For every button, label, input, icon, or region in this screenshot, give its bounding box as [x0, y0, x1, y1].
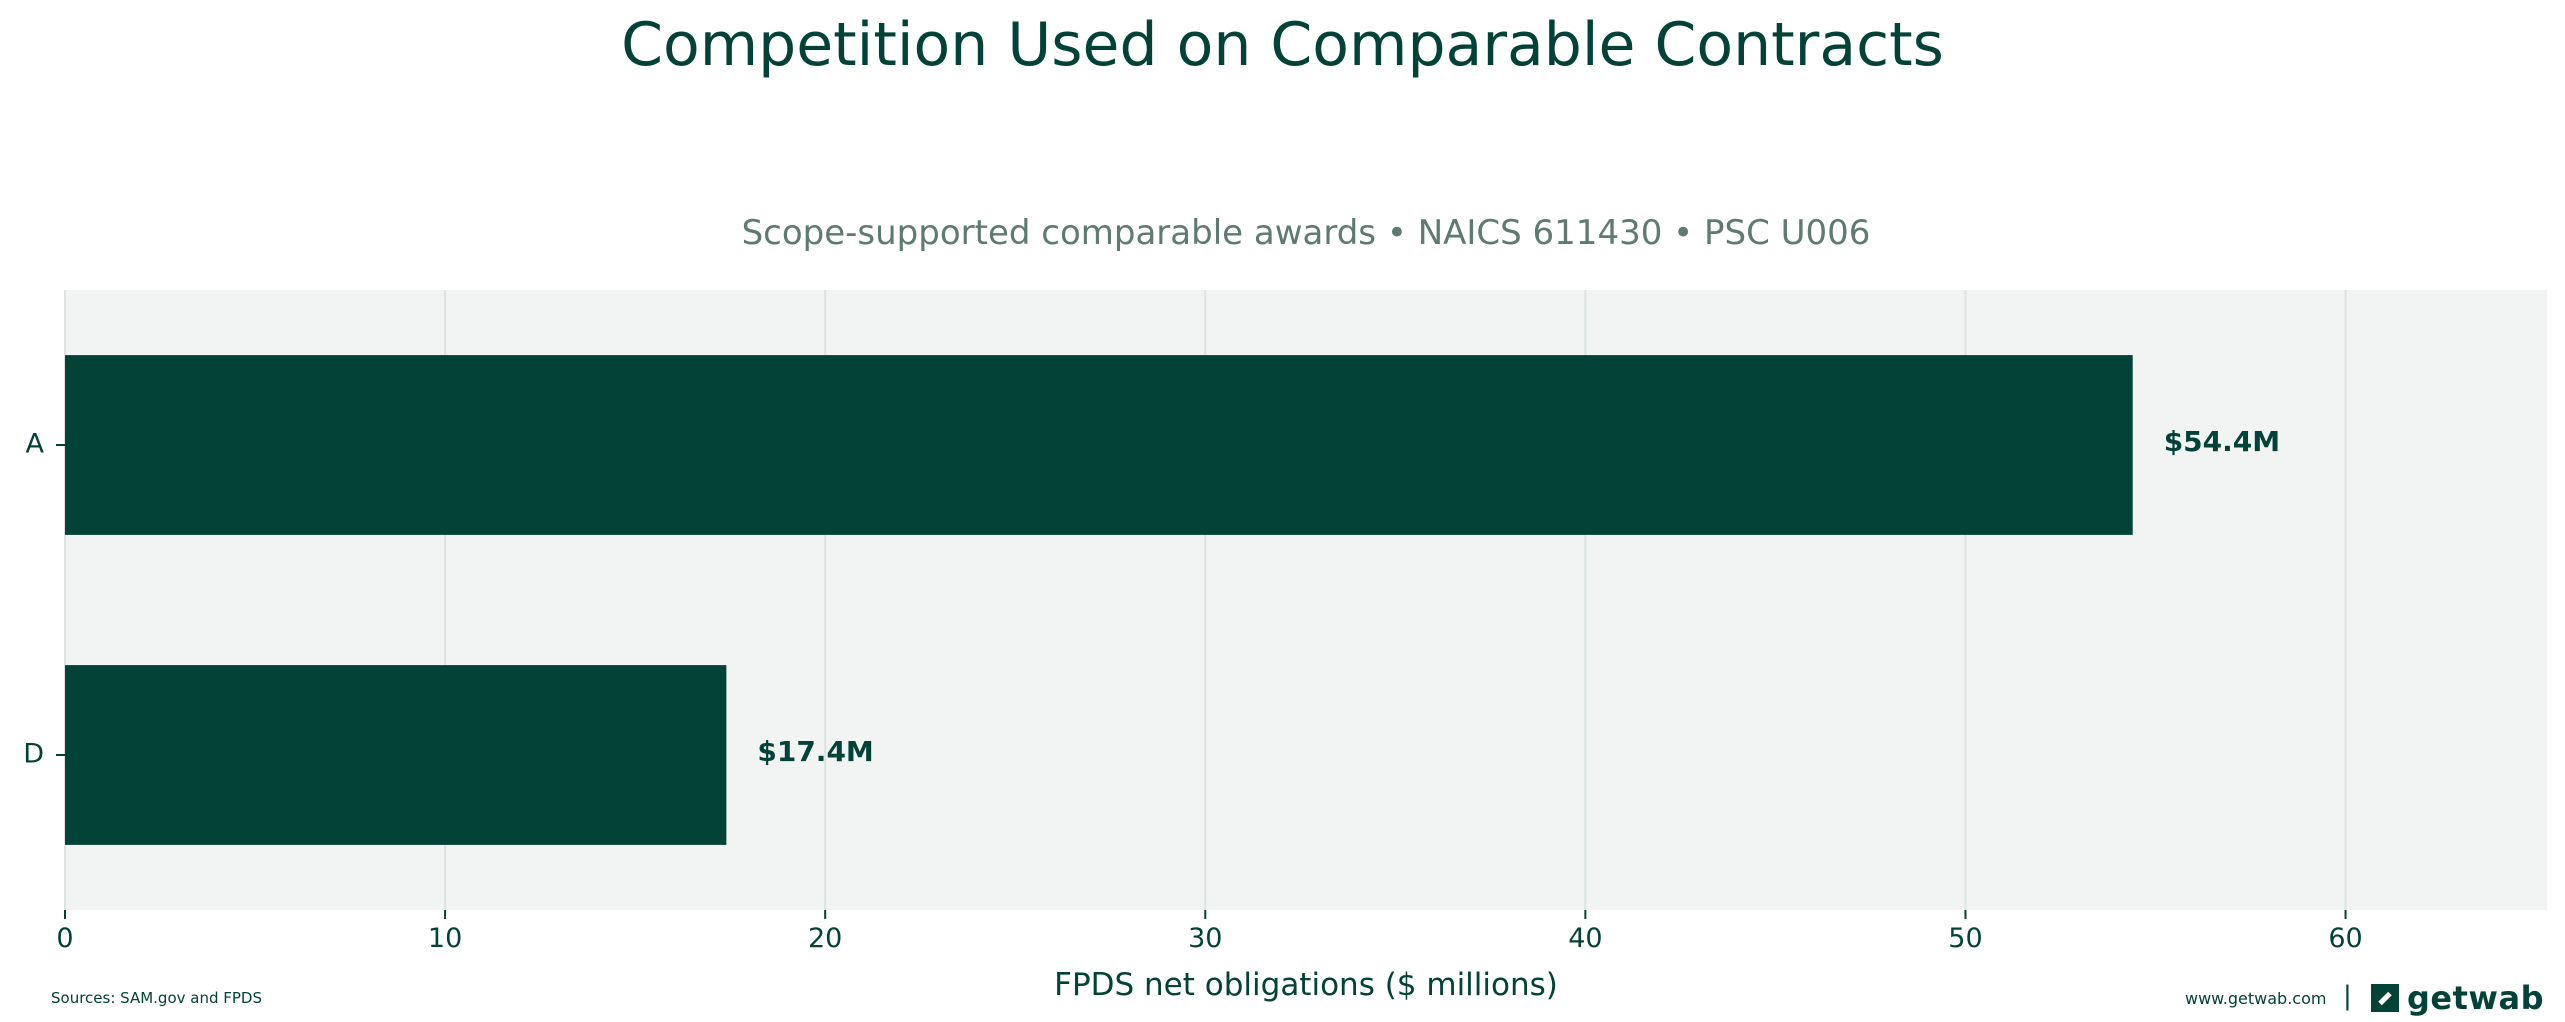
x-tick-label: 30: [1188, 923, 1222, 954]
getwab-logo-icon: [2371, 984, 2399, 1012]
logo-text: getwab: [2407, 979, 2544, 1017]
x-tick-label: 20: [808, 923, 842, 954]
x-tick-label: 0: [56, 923, 73, 954]
bar-A: [65, 355, 2133, 535]
data-label-D: $17.4M: [757, 735, 873, 768]
x-tick-label: 50: [1948, 923, 1982, 954]
footer-separator: |: [2343, 981, 2352, 1011]
getwab-logo: getwab: [2371, 979, 2544, 1017]
website-link[interactable]: www.getwab.com: [2185, 989, 2327, 1008]
y-tick-label-D: D: [23, 739, 44, 770]
x-tick-label: 40: [1568, 923, 1602, 954]
data-label-A: $54.4M: [2164, 425, 2280, 458]
x-axis-label: FPDS net obligations ($ millions): [1054, 967, 1558, 1003]
chart-subtitle: Scope-supported comparable awards • NAIC…: [741, 213, 1871, 253]
x-tick-label: 60: [2328, 923, 2362, 954]
bar-D: [65, 665, 727, 845]
chart-title: Competition Used on Comparable Contracts: [621, 10, 1944, 80]
source-note: Sources: SAM.gov and FPDS: [51, 989, 263, 1007]
y-tick-label-A: A: [26, 429, 45, 460]
x-tick-label: 10: [428, 923, 462, 954]
